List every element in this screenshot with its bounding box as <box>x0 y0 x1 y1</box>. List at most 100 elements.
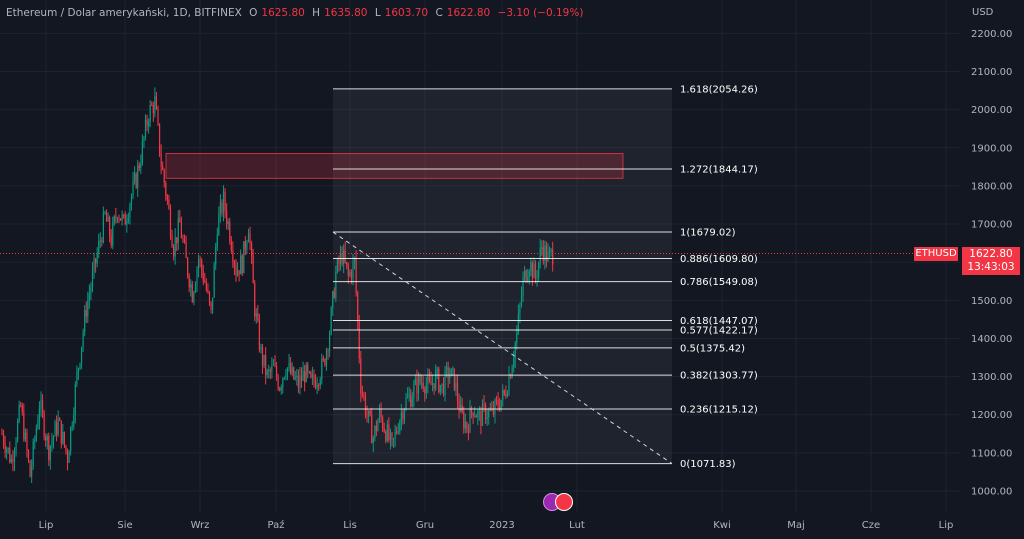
candle-body <box>24 432 26 440</box>
time-tick-label: 2023 <box>489 520 514 531</box>
candle-body <box>275 366 278 378</box>
us-flag-economic-event-icon[interactable] <box>555 493 573 511</box>
candle-body <box>158 123 161 154</box>
candle-body <box>410 394 412 407</box>
candle-body <box>146 120 148 126</box>
candle-body <box>116 218 119 220</box>
candle-body <box>382 417 384 429</box>
candle-body <box>369 410 371 416</box>
candle-body <box>383 428 385 432</box>
candle-body <box>472 412 474 417</box>
candle-body <box>539 248 541 263</box>
candle-body <box>446 367 448 370</box>
candle-body <box>528 271 530 278</box>
candle-body <box>226 210 228 224</box>
fib-level-label: 0.886(1609.80) <box>680 254 758 265</box>
candle-body <box>35 428 37 440</box>
candle-body <box>177 218 179 244</box>
candle-body <box>380 408 382 418</box>
candle-body <box>460 405 462 412</box>
candle-body <box>499 406 501 410</box>
candle-body <box>433 383 435 390</box>
price-tick-label: 1800.00 <box>971 181 1012 192</box>
candle-body <box>534 263 537 278</box>
candle-body <box>527 277 529 282</box>
candle-body <box>10 459 12 463</box>
candle-body <box>263 354 265 366</box>
candle-body <box>392 438 395 440</box>
candle-body <box>79 363 81 369</box>
candle-body <box>244 241 246 250</box>
fib-levels[interactable]: 1.618(2054.26) 1.272(1844.17) 1(1679.02) 0.… <box>0 84 960 470</box>
candle-body <box>364 396 367 415</box>
candle-body <box>54 422 56 437</box>
candle-body <box>258 320 260 350</box>
candle-body <box>288 363 290 368</box>
candle-body <box>286 367 289 375</box>
candle-body <box>134 173 136 181</box>
candle-body <box>23 412 25 440</box>
symbol-title[interactable]: Ethereum / Dolar amerykański, 1D, BITFIN… <box>6 7 242 19</box>
fib-level-label: 0.5(1375.42) <box>680 343 745 354</box>
candle-body <box>77 368 80 372</box>
candle-body <box>271 365 273 372</box>
candle-body <box>246 242 248 250</box>
candle-body <box>327 350 329 352</box>
candle-body <box>129 204 131 218</box>
candle-body <box>486 417 488 420</box>
candle-body <box>480 411 482 426</box>
candle-body <box>314 381 317 388</box>
fib-level-label: 0.236(1215.12) <box>680 404 758 415</box>
candle-body <box>308 371 310 373</box>
candle-body <box>95 258 97 264</box>
candle-body <box>456 382 459 402</box>
candle-body <box>413 384 415 399</box>
candle-body <box>101 240 103 242</box>
candle-body <box>63 431 65 446</box>
candle-body <box>4 444 6 453</box>
candle-body <box>221 201 223 214</box>
candle-body <box>85 310 87 317</box>
candle-body <box>265 354 267 376</box>
candle-body <box>332 291 334 308</box>
candle-body <box>411 398 413 407</box>
candle-body <box>171 235 173 247</box>
candle-body <box>453 368 455 390</box>
currency-label[interactable]: USD <box>972 7 994 18</box>
candle-body <box>386 424 388 441</box>
candle-body <box>201 260 203 271</box>
events-markers[interactable] <box>543 492 575 512</box>
candle-body <box>455 382 457 390</box>
candle-body <box>70 427 72 452</box>
candle-body <box>102 212 104 242</box>
candle-body <box>530 262 532 272</box>
candle-body <box>536 276 538 278</box>
candle-body <box>71 425 73 428</box>
time-axis[interactable]: Lip Sie Wrz Paź Lis Gru 2023 Lut Kwi Maj Cze Lip <box>39 519 954 531</box>
candle-body <box>118 218 120 220</box>
candle-body <box>469 407 471 433</box>
candle-body <box>296 375 298 378</box>
candle-body <box>194 284 197 293</box>
candle-body <box>377 420 379 431</box>
candle-body <box>93 258 95 271</box>
price-tick-label: 1100.00 <box>971 448 1012 459</box>
time-tick-label: Lip <box>939 520 954 531</box>
candle-body <box>88 293 90 301</box>
candle-body <box>304 370 306 383</box>
candle-body <box>127 217 129 222</box>
candle-body <box>243 241 245 274</box>
candle-body <box>166 196 168 200</box>
candle-body <box>538 262 540 277</box>
candle-body <box>344 250 346 262</box>
candle-body <box>43 412 45 438</box>
candle-body <box>400 412 402 422</box>
candle-body <box>389 433 392 441</box>
candle-body <box>148 122 150 126</box>
candle-body <box>311 374 314 378</box>
candle-body <box>191 284 193 303</box>
candle-body <box>361 393 363 395</box>
candle-body <box>160 153 162 167</box>
candle-body <box>224 191 226 211</box>
